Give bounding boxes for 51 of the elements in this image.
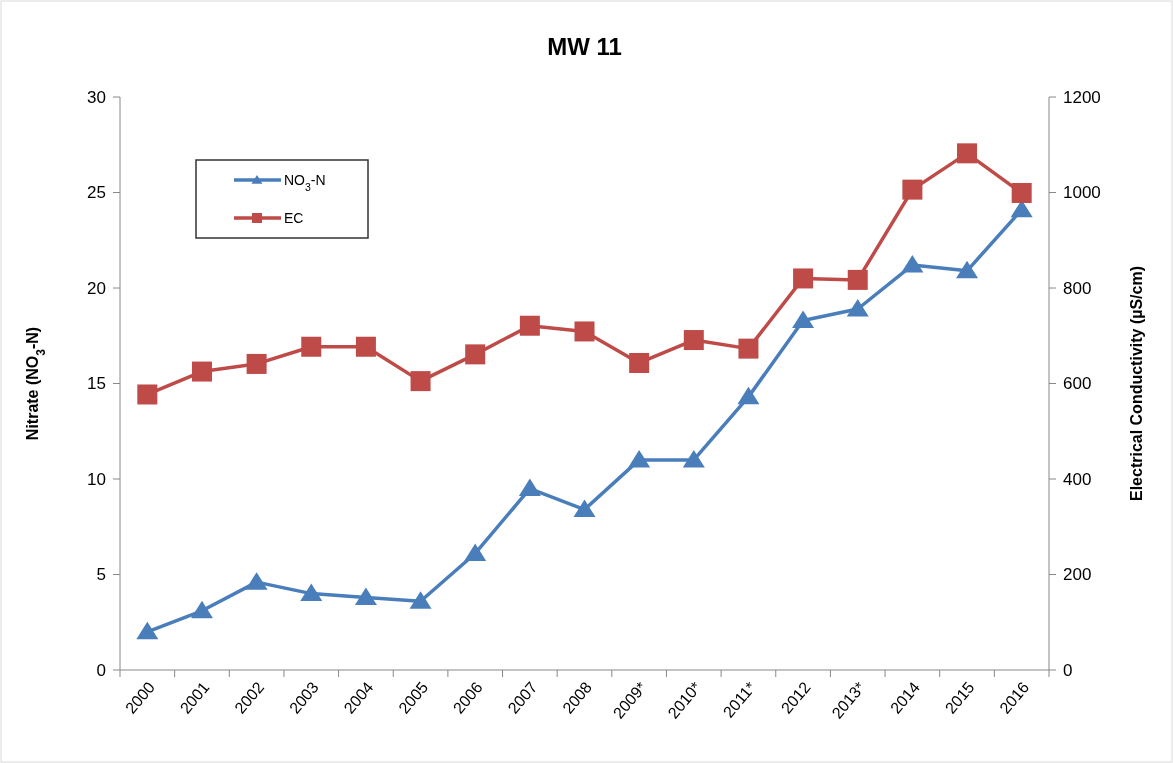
y2-tick-label: 600 [1063, 374, 1092, 394]
point [847, 269, 868, 290]
point [136, 621, 159, 640]
point [682, 449, 705, 468]
y-tick-label: 5 [96, 565, 106, 585]
legend-label: NO$_{3}$-N [284, 171, 326, 193]
y2-tick-label: 1200 [1063, 87, 1101, 107]
point [191, 361, 212, 382]
point [846, 299, 869, 317]
point [246, 353, 267, 374]
point [901, 255, 924, 273]
point [190, 600, 213, 619]
point [792, 310, 815, 328]
point [355, 336, 376, 357]
point [301, 336, 322, 357]
point [354, 587, 377, 605]
point [683, 330, 704, 351]
point [793, 268, 814, 289]
y-tick-label: 25 [87, 183, 106, 203]
y2-tick-label: 1000 [1063, 183, 1101, 203]
point [629, 352, 650, 373]
y2-tick-label: 800 [1063, 278, 1092, 298]
point [518, 478, 541, 497]
y-tick-label: 15 [87, 374, 106, 394]
point [1011, 182, 1032, 203]
point [573, 499, 596, 518]
point [245, 572, 268, 590]
y2-tick-label: 200 [1063, 565, 1092, 585]
point [410, 371, 431, 392]
point [902, 179, 923, 200]
point [519, 315, 540, 336]
point [409, 591, 432, 609]
y-tick-label: 0 [96, 660, 106, 680]
legend-label: EC [284, 209, 304, 226]
point [465, 344, 486, 365]
point [956, 260, 979, 279]
point [137, 384, 158, 405]
y-tick-label: 20 [87, 278, 106, 298]
point [738, 338, 759, 359]
point [737, 386, 760, 405]
y2-tick-label: 400 [1063, 469, 1092, 489]
y2-tick-label: 0 [1063, 660, 1073, 680]
point [957, 143, 978, 164]
y-tick-label: 10 [87, 469, 106, 489]
point [300, 583, 323, 602]
y-tick-label: 30 [87, 87, 106, 107]
point [464, 543, 487, 561]
y2-axis-title: Electrical Conductivity (µS/cm) [1128, 265, 1145, 502]
chart-title: MW 11 [547, 33, 622, 60]
point [628, 449, 651, 468]
point [574, 321, 595, 342]
